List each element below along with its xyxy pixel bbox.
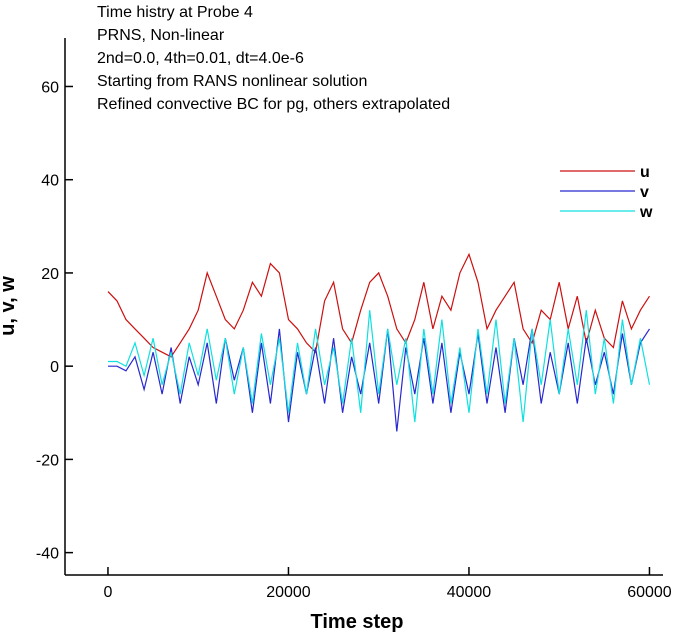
y-tick-label: -20 [36, 452, 59, 469]
legend-label: u [640, 164, 650, 181]
series-line [107, 252, 651, 358]
x-tick-label: 40000 [447, 584, 492, 601]
annotation: Refined convective BC for pg, others ext… [97, 96, 450, 113]
annotation: PRNS, Non-linear [97, 27, 225, 44]
y-axis-label: u, v, w [0, 276, 19, 336]
y-tick-label: 40 [41, 173, 59, 190]
x-tick-label: 0 [104, 584, 113, 601]
annotation: Starting from RANS nonlinear solution [97, 73, 367, 90]
y-tick-label: 0 [50, 359, 59, 376]
x-tick-label: 60000 [627, 584, 672, 601]
x-tick-label: 20000 [266, 584, 311, 601]
legend-label: w [639, 204, 653, 221]
x-axis-label: Time step [311, 611, 404, 633]
legend-label: v [640, 184, 649, 201]
y-tick-label: -40 [36, 546, 59, 563]
annotation: 2nd=0.0, 4th=0.01, dt=4.0e-6 [97, 50, 304, 67]
y-tick-label: 20 [41, 266, 59, 283]
series-line [108, 310, 651, 423]
annotation: Time histry at Probe 4 [97, 4, 253, 21]
y-tick-label: 60 [41, 79, 59, 96]
